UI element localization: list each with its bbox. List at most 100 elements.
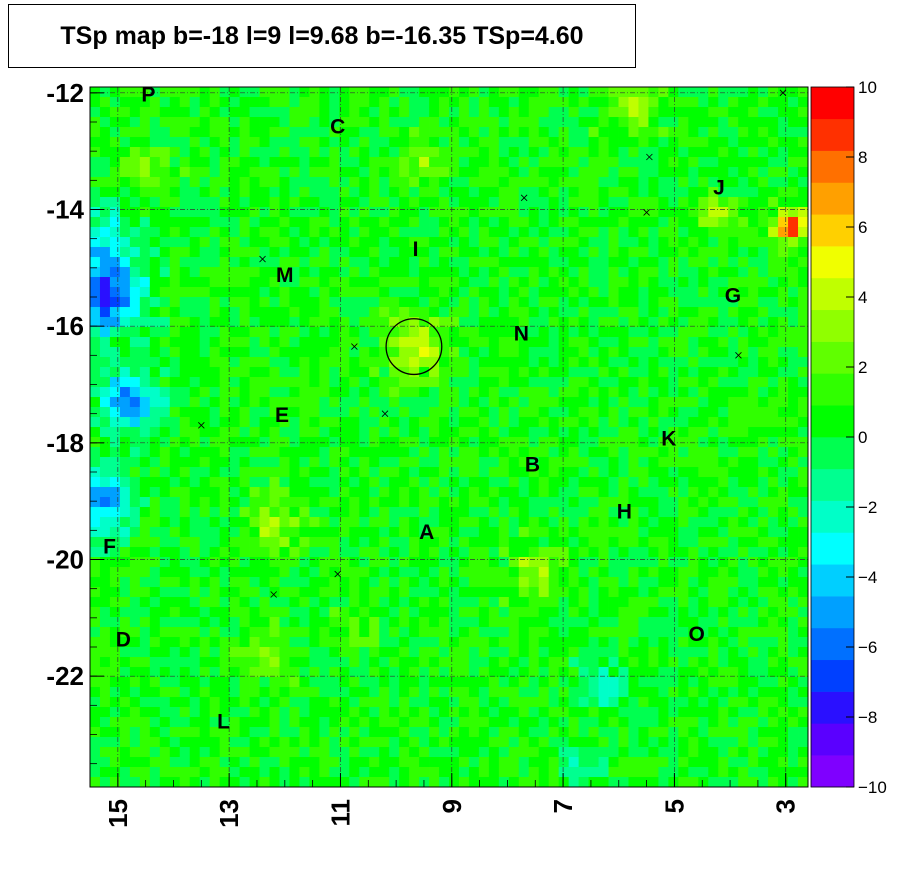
heatmap-cell <box>409 197 420 208</box>
heatmap-cell <box>319 457 330 468</box>
heatmap-cell <box>359 507 370 518</box>
heatmap-cell <box>259 277 270 288</box>
heatmap-cell <box>279 437 290 448</box>
heatmap-cell <box>618 377 629 388</box>
heatmap-cell <box>229 657 240 668</box>
heatmap-cell <box>668 177 679 188</box>
heatmap-cell <box>628 367 639 378</box>
heatmap-cell <box>478 437 490 448</box>
heatmap-cell <box>498 627 510 638</box>
heatmap-cell <box>159 167 171 178</box>
heatmap-cell <box>259 87 270 98</box>
heatmap-cell <box>708 507 719 518</box>
heatmap-cell <box>738 127 749 138</box>
heatmap-cell <box>249 657 260 668</box>
heatmap-cell <box>478 117 490 128</box>
heatmap-cell <box>688 477 699 488</box>
heatmap-cell <box>628 247 639 258</box>
heatmap-cell <box>119 757 131 768</box>
heatmap-cell <box>768 307 779 318</box>
heatmap-cell <box>648 767 659 778</box>
heatmap-cell <box>518 137 530 148</box>
heatmap-cell <box>189 427 201 438</box>
heatmap-cell <box>419 257 430 268</box>
heatmap-cell <box>419 267 430 278</box>
heatmap-cell <box>259 547 270 558</box>
heatmap-cell <box>758 627 769 638</box>
heatmap-cell <box>458 677 470 688</box>
heatmap-cell <box>598 557 609 568</box>
heatmap-cell <box>758 237 769 248</box>
heatmap-cell <box>578 737 590 748</box>
heatmap-cell <box>149 487 161 498</box>
heatmap-cell <box>568 577 580 588</box>
heatmap-cell <box>99 127 111 138</box>
heatmap-cell <box>99 717 111 728</box>
heatmap-cell <box>478 567 490 578</box>
heatmap-cell <box>568 357 580 368</box>
heatmap-cell <box>379 157 390 168</box>
heatmap-cell <box>558 497 570 508</box>
heatmap-cell <box>319 437 330 448</box>
heatmap-cell <box>159 707 171 718</box>
heatmap-cell <box>468 667 480 678</box>
heatmap-cell <box>199 547 211 558</box>
heatmap-cell <box>449 177 460 188</box>
heatmap-cell <box>548 717 560 728</box>
heatmap-cell <box>309 157 320 168</box>
heatmap-cell <box>329 357 340 368</box>
heatmap-cell <box>758 407 769 418</box>
heatmap-cell <box>538 387 550 398</box>
heatmap-cell <box>429 277 440 288</box>
heatmap-cell <box>728 457 739 468</box>
heatmap-cell <box>319 157 330 168</box>
heatmap-cell <box>309 137 320 148</box>
heatmap-cell <box>608 187 619 198</box>
heatmap-cell <box>488 297 500 308</box>
heatmap-cell <box>728 757 739 768</box>
heatmap-cell <box>399 197 410 208</box>
heatmap-cell <box>429 207 440 218</box>
heatmap-cell <box>259 157 270 168</box>
heatmap-cell <box>429 517 440 528</box>
heatmap-cell <box>159 607 171 618</box>
heatmap-cell <box>608 577 619 588</box>
heatmap-cell <box>199 607 211 618</box>
heatmap-cell <box>528 557 540 568</box>
heatmap-cell <box>658 347 669 358</box>
heatmap-cell <box>768 97 779 108</box>
heatmap-cell <box>90 447 101 458</box>
heatmap-cell <box>90 667 101 678</box>
heatmap-cell <box>179 537 191 548</box>
heatmap-cell <box>468 467 480 478</box>
heatmap-cell <box>638 337 649 348</box>
heatmap-cell <box>419 477 430 488</box>
heatmap-cell <box>718 487 729 498</box>
heatmap-cell <box>259 707 270 718</box>
heatmap-cell <box>229 757 240 768</box>
heatmap-cell <box>99 427 111 438</box>
heatmap-cell <box>279 407 290 418</box>
heatmap-cell <box>468 117 480 128</box>
heatmap-cell <box>339 317 350 328</box>
heatmap-cell <box>249 447 260 458</box>
heatmap-cell <box>299 417 310 428</box>
heatmap-cell <box>548 617 560 628</box>
heatmap-cell <box>778 467 789 478</box>
heatmap-cell <box>688 727 699 738</box>
heatmap-cell <box>359 157 370 168</box>
heatmap-cell <box>688 247 699 258</box>
heatmap-cell <box>279 577 290 588</box>
heatmap-cell <box>638 547 649 558</box>
heatmap-cell <box>299 267 310 278</box>
heatmap-cell <box>628 317 639 328</box>
heatmap-cell <box>468 537 480 548</box>
heatmap-cell <box>309 677 320 688</box>
heatmap-cell <box>199 577 211 588</box>
heatmap-cell <box>209 737 221 748</box>
heatmap-cell <box>159 257 171 268</box>
heatmap-cell <box>339 337 350 348</box>
heatmap-cell <box>219 597 231 608</box>
heatmap-cell <box>688 257 699 268</box>
heatmap-cell <box>299 157 310 168</box>
